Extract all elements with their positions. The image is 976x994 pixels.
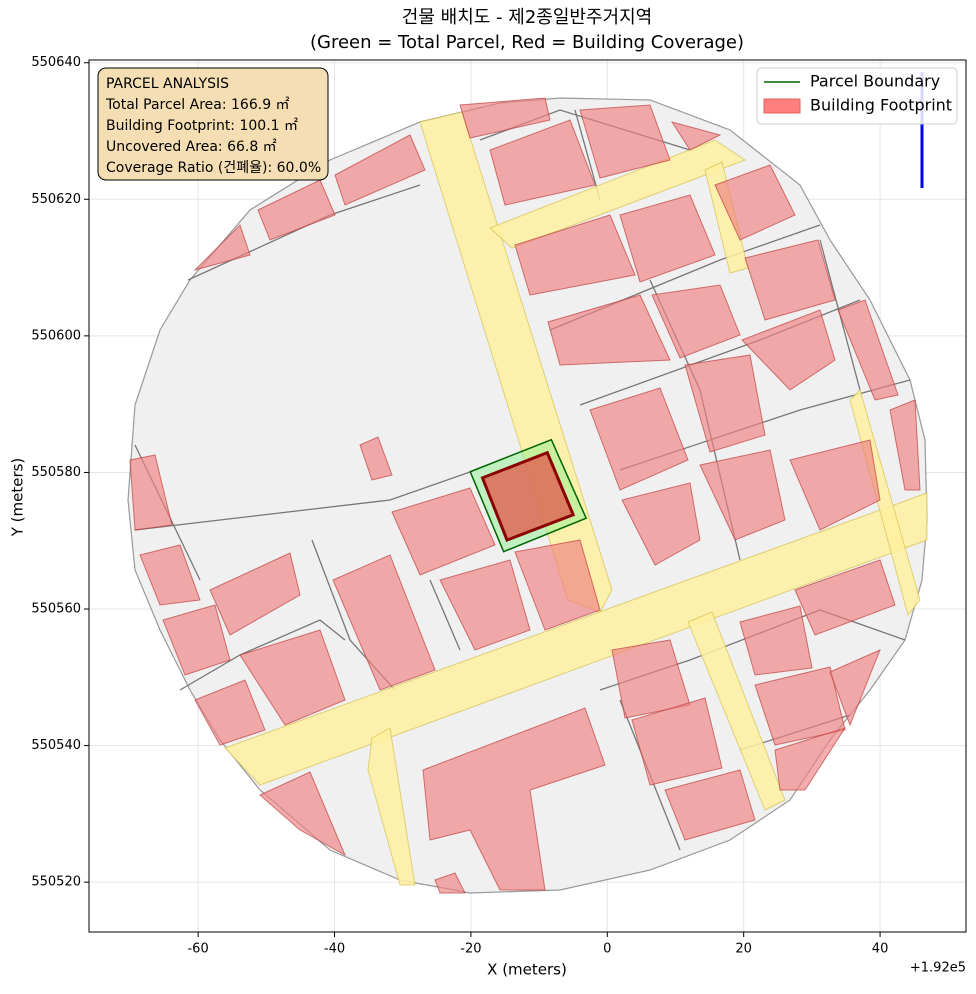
legend <box>756 67 958 125</box>
annotation-line: Building Footprint: 100.1 ㎡ <box>106 118 298 134</box>
y-tick-label: 550540 <box>31 738 81 753</box>
y-tick-label: 550580 <box>31 465 81 480</box>
x-axis-label: X (meters) <box>487 961 567 979</box>
x-tick-label: -60 <box>187 942 208 957</box>
y-tick-label: 550620 <box>31 192 81 207</box>
annotation-box <box>97 67 329 181</box>
axes-frame <box>88 59 967 933</box>
x-offset-label: +1.92e5 <box>910 961 966 976</box>
legend-swatch <box>763 98 801 114</box>
annotation-line: Total Parcel Area: 166.9 ㎡ <box>105 97 290 113</box>
x-tick-label: 0 <box>603 942 611 957</box>
y-tick-label: 550640 <box>31 55 81 70</box>
y-axis-label: Y (meters) <box>9 458 27 538</box>
legend-label: Parcel Boundary <box>810 72 940 91</box>
y-tick-label: 550600 <box>31 328 81 343</box>
chart-title: 건물 배치도 - 제2종일반주거지역 <box>402 7 652 28</box>
legend-label: Building Footprint <box>810 96 952 115</box>
y-tick-label: 550520 <box>31 875 81 890</box>
chart-subtitle: (Green = Total Parcel, Red = Building Co… <box>310 32 744 53</box>
context-roads <box>224 111 928 886</box>
annotation-line: Coverage Ratio (건폐율): 60.0% <box>106 160 321 176</box>
y-tick-label: 550560 <box>31 602 81 617</box>
x-tick-label: -20 <box>460 942 481 957</box>
context-buildings <box>129 97 921 894</box>
x-tick-label: 20 <box>735 942 752 957</box>
x-tick-label: 40 <box>872 942 889 957</box>
annotation-line: Uncovered Area: 66.8 ㎡ <box>106 139 277 155</box>
x-tick-label: -40 <box>324 942 345 957</box>
annotation-line: PARCEL ANALYSIS <box>106 76 229 92</box>
parcel-polygon <box>480 450 576 542</box>
